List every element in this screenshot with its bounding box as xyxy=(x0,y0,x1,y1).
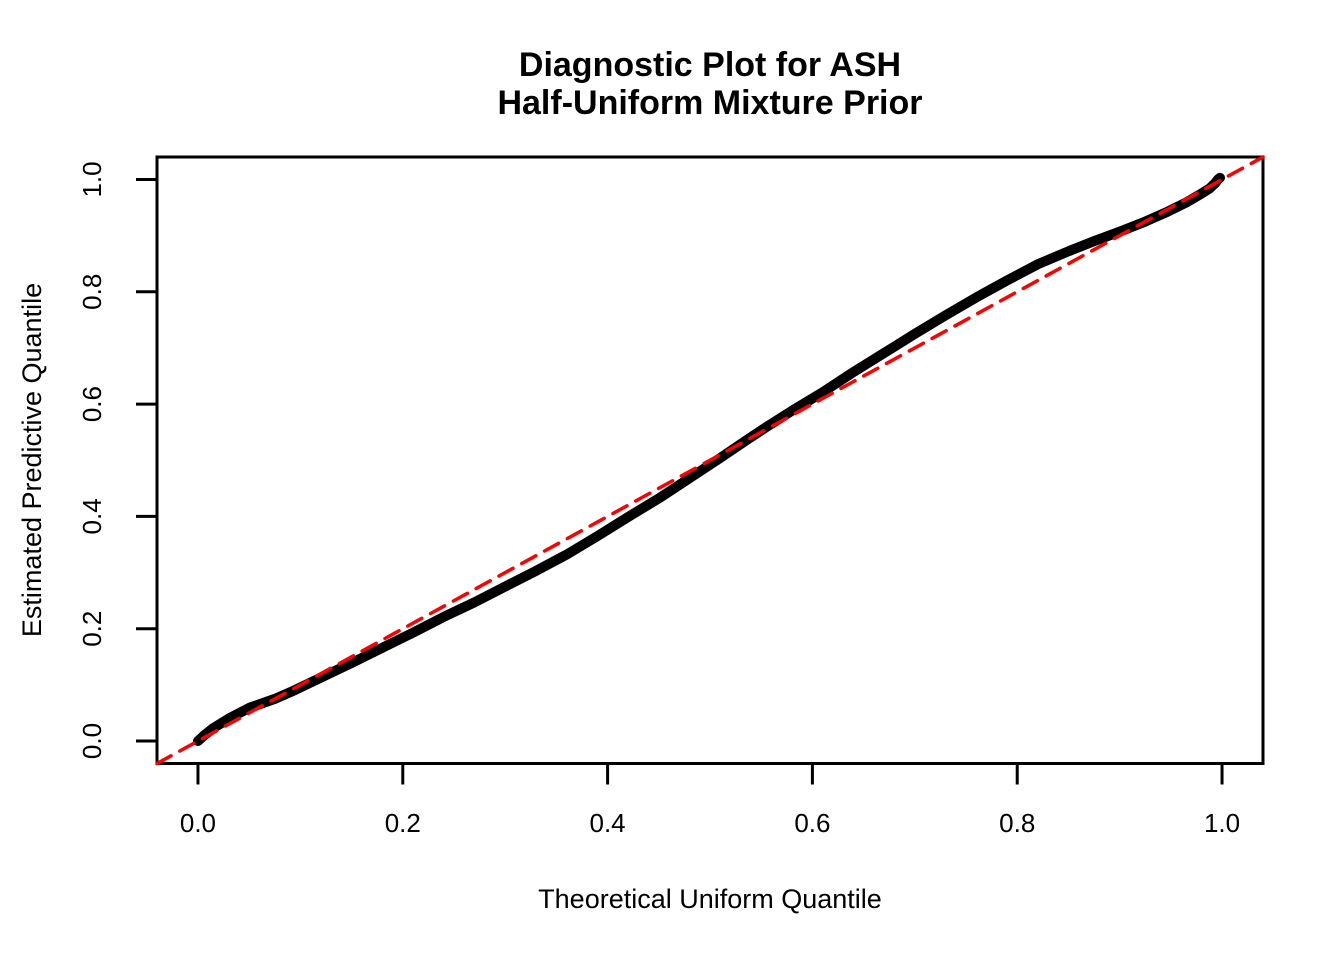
y-tick-label: 1.0 xyxy=(77,161,107,197)
x-tick-label: 1.0 xyxy=(1204,808,1240,838)
y-axis-label: Estimated Predictive Quantile xyxy=(17,283,47,637)
x-tick-label: 0.0 xyxy=(180,808,216,838)
chart-title-line2: Half-Uniform Mixture Prior xyxy=(497,84,922,122)
plot-box xyxy=(155,155,1265,765)
chart-title-line1: Diagnostic Plot for ASH xyxy=(519,46,901,84)
y-tick-label: 0.4 xyxy=(77,498,107,534)
x-tick-label: 0.2 xyxy=(385,808,421,838)
identity-reference-line xyxy=(155,155,1265,766)
y-tick-label: 0.8 xyxy=(77,274,107,310)
y-tick-label: 0.2 xyxy=(77,611,107,647)
x-tick-label: 0.8 xyxy=(999,808,1035,838)
x-tick-label: 0.6 xyxy=(794,808,830,838)
y-tick-label: 0.0 xyxy=(77,723,107,759)
x-axis-label: Theoretical Uniform Quantile xyxy=(538,884,882,914)
y-tick-label: 0.6 xyxy=(77,386,107,422)
x-tick-label: 0.4 xyxy=(590,808,626,838)
